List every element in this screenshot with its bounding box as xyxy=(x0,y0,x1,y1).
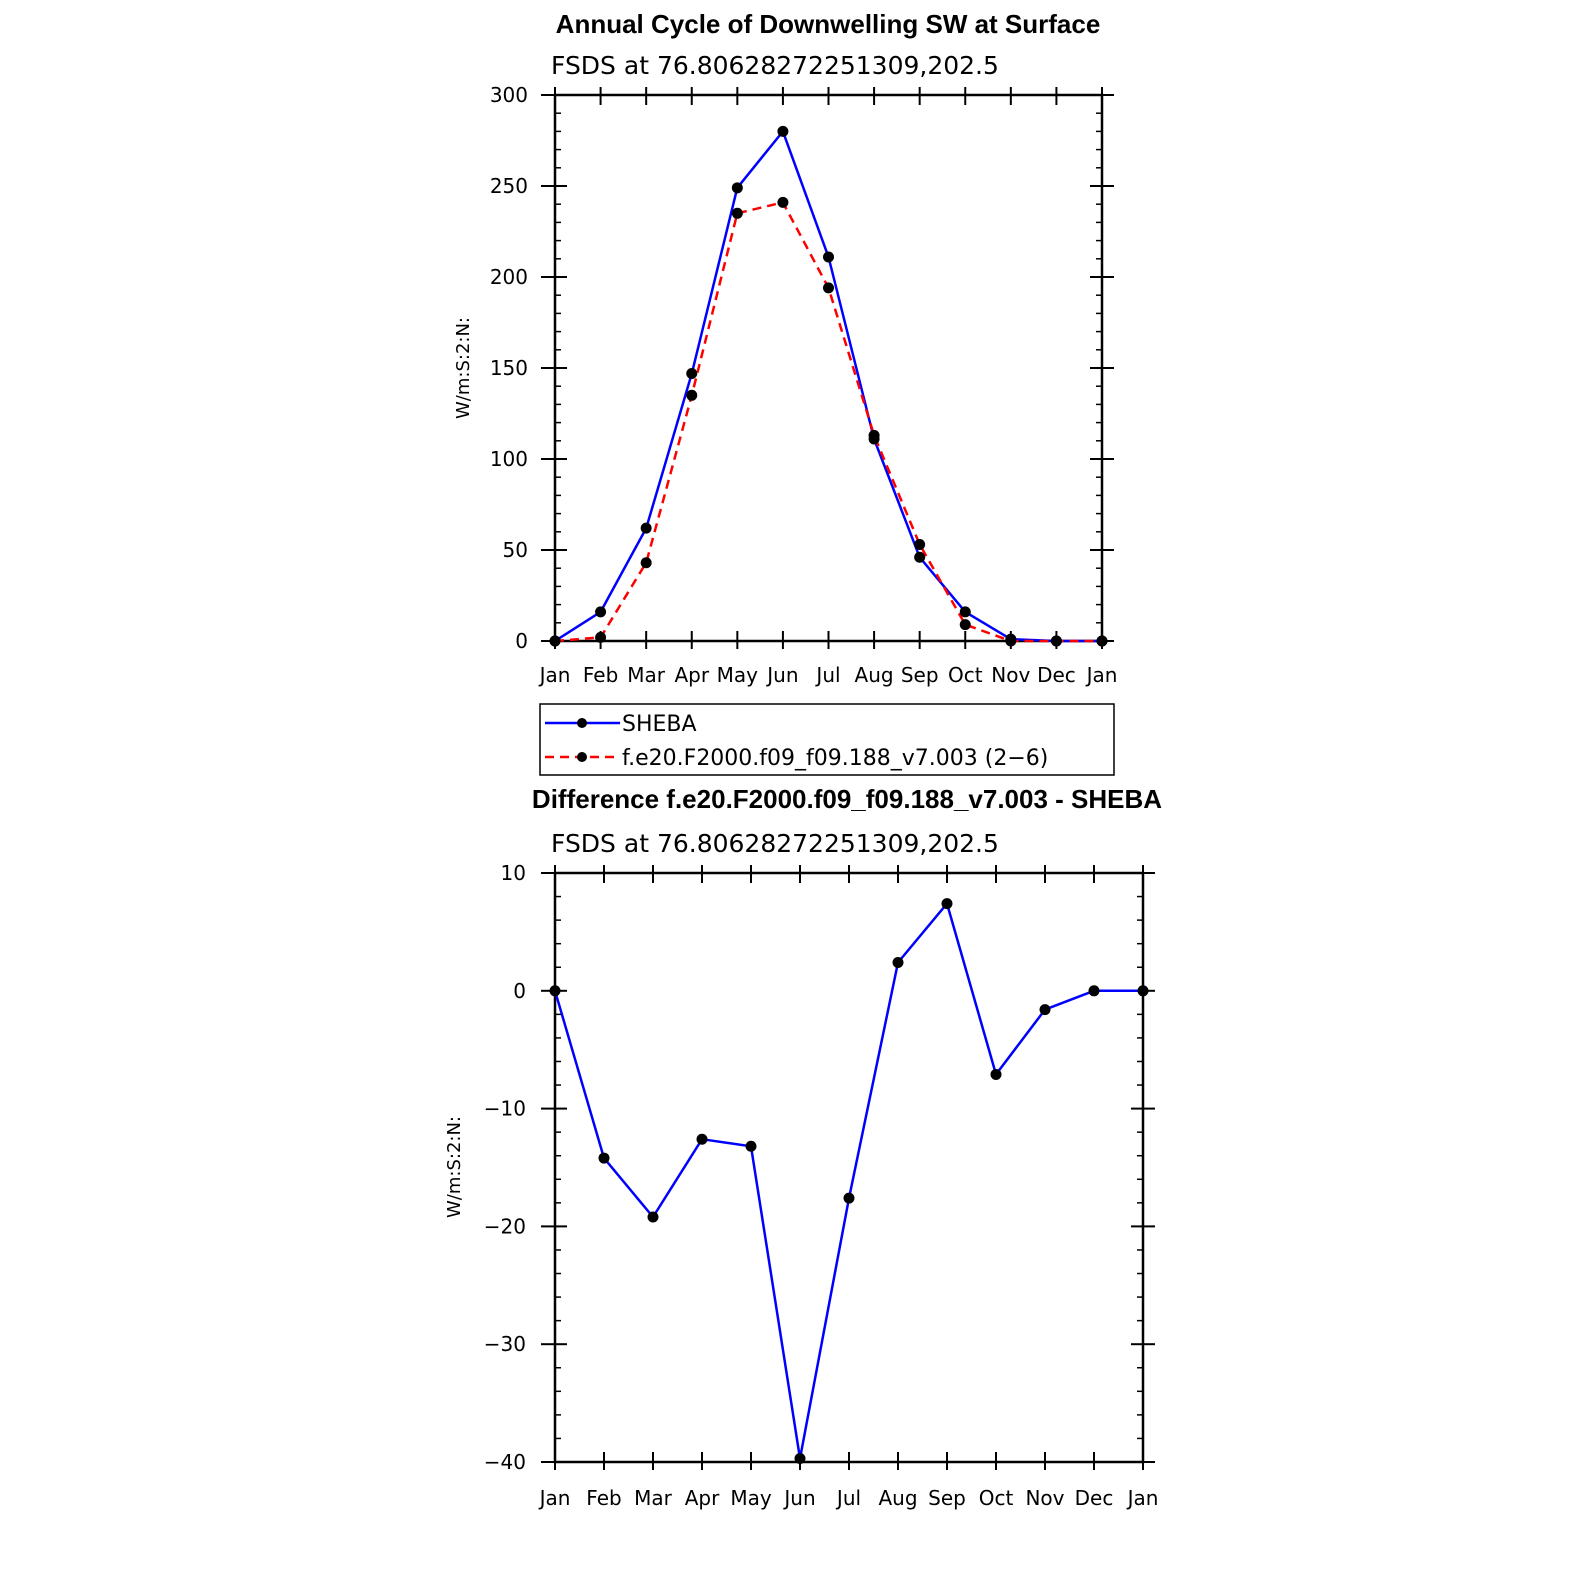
x-tick-label: Jul xyxy=(814,663,840,687)
x-tick-label: Jun xyxy=(765,663,798,687)
series-line-1 xyxy=(554,201,1102,643)
data-point xyxy=(1137,985,1149,997)
data-point xyxy=(696,1133,708,1145)
y-tick-label: −30 xyxy=(484,1332,526,1356)
data-point xyxy=(549,635,561,647)
y-tick-label: −40 xyxy=(484,1450,526,1474)
data-point xyxy=(549,985,561,997)
series-layer xyxy=(549,898,1149,1464)
x-tick-label: Jan xyxy=(1085,663,1118,687)
plot-frame xyxy=(553,871,1145,1464)
annual-cycle-chart: Annual Cycle of Downwelling SW at Surfac… xyxy=(453,9,1118,776)
legend-marker-model xyxy=(577,752,587,762)
data-point xyxy=(794,1452,806,1464)
data-point xyxy=(595,606,607,618)
y-tick-label: 200 xyxy=(490,265,528,289)
data-point xyxy=(640,522,652,534)
data-point xyxy=(1088,985,1100,997)
y-tick-label: 0 xyxy=(515,629,528,653)
data-point xyxy=(843,1192,855,1204)
data-point xyxy=(731,207,743,219)
data-point xyxy=(777,196,789,208)
y-tick-label: 50 xyxy=(503,538,528,562)
data-point xyxy=(731,182,743,194)
x-tick-label: Nov xyxy=(1025,1486,1064,1510)
x-tick-label: Apr xyxy=(685,1486,720,1510)
data-point xyxy=(1050,635,1062,647)
y-tick-label: −20 xyxy=(484,1214,526,1238)
data-point xyxy=(686,367,698,379)
x-tick-label: Jan xyxy=(538,663,571,687)
data-point xyxy=(745,1140,757,1152)
data-point xyxy=(959,619,971,631)
x-tick-label: Feb xyxy=(586,1486,621,1510)
x-tick-label: Dec xyxy=(1037,663,1076,687)
data-point xyxy=(595,631,607,643)
y-tick-label: 150 xyxy=(490,356,528,380)
x-tick-label: Feb xyxy=(583,663,618,687)
y-axis-label: W/m:S:2:N: xyxy=(453,317,474,419)
x-tick-label: Sep xyxy=(901,663,939,687)
x-tick-label: Oct xyxy=(948,663,983,687)
data-point xyxy=(868,429,880,441)
data-point xyxy=(777,125,789,137)
legend-label-model: f.e20.F2000.f09_f09.188_v7.003 (2−6) xyxy=(622,746,1048,771)
legend-box xyxy=(539,703,1115,776)
data-point xyxy=(823,282,834,294)
x-tick-label: Aug xyxy=(855,663,894,687)
x-tick-label: Aug xyxy=(878,1486,917,1510)
data-point xyxy=(941,898,953,910)
data-point xyxy=(892,957,904,969)
y-tick-label: 100 xyxy=(490,447,528,471)
x-tick-label: Mar xyxy=(634,1486,673,1510)
y-tick-label: 300 xyxy=(490,83,528,107)
data-point xyxy=(1005,635,1017,647)
data-point xyxy=(823,251,834,263)
y-axis-label: W/m:S:2:N: xyxy=(444,1116,465,1218)
plot-frame xyxy=(553,93,1104,643)
y-tick-label: 10 xyxy=(501,861,526,885)
x-tick-label: Dec xyxy=(1075,1486,1114,1510)
series-layer xyxy=(549,125,1108,647)
chart-title: Difference f.e20.F2000.f09_f09.188_v7.00… xyxy=(532,784,1162,814)
legend-marker-sheba xyxy=(577,718,587,728)
chart-subtitle: FSDS at 76.80628272251309,202.5 xyxy=(551,51,999,80)
difference-chart: Difference f.e20.F2000.f09_f09.188_v7.00… xyxy=(444,784,1162,1510)
x-tick-label: Oct xyxy=(979,1486,1014,1510)
axis-ticks: Jan Feb Mar Apr May Jun Jul Aug Sep Oct Nov Dec Jan 0… xyxy=(490,83,1118,687)
x-tick-label: Nov xyxy=(991,663,1030,687)
x-tick-label: Jul xyxy=(835,1486,861,1510)
x-tick-label: Jun xyxy=(782,1486,815,1510)
legend-label-sheba: SHEBA xyxy=(622,712,697,737)
chart-subtitle: FSDS at 76.80628272251309,202.5 xyxy=(551,829,999,858)
series-line-0 xyxy=(553,902,1143,1460)
data-point xyxy=(914,551,926,563)
series-line-0 xyxy=(554,130,1102,643)
data-point xyxy=(647,1211,659,1223)
x-tick-label: Mar xyxy=(627,663,666,687)
data-point xyxy=(990,1068,1002,1080)
x-tick-label: Sep xyxy=(928,1486,966,1510)
y-tick-label: 0 xyxy=(513,979,526,1003)
axis-ticks: Jan Feb Mar Apr May Jun Jul Aug Sep Oct Nov Dec Jan−… xyxy=(484,861,1159,1510)
y-tick-label: −10 xyxy=(484,1097,526,1121)
chart-title: Annual Cycle of Downwelling SW at Surfac… xyxy=(556,9,1101,39)
x-tick-label: Jan xyxy=(1126,1486,1159,1510)
data-point xyxy=(1039,1004,1051,1016)
x-tick-label: May xyxy=(717,663,759,687)
data-point xyxy=(686,389,698,401)
data-point xyxy=(598,1152,610,1164)
legend: SHEBA f.e20.F2000.f09_f09.188_v7.003 (2−… xyxy=(539,703,1115,776)
data-point xyxy=(1096,635,1108,647)
y-tick-label: 250 xyxy=(490,174,528,198)
x-tick-label: Jan xyxy=(538,1486,571,1510)
x-tick-label: May xyxy=(730,1486,772,1510)
data-point xyxy=(959,606,971,618)
x-tick-label: Apr xyxy=(674,663,709,687)
data-point xyxy=(914,539,926,551)
data-point xyxy=(640,557,652,569)
